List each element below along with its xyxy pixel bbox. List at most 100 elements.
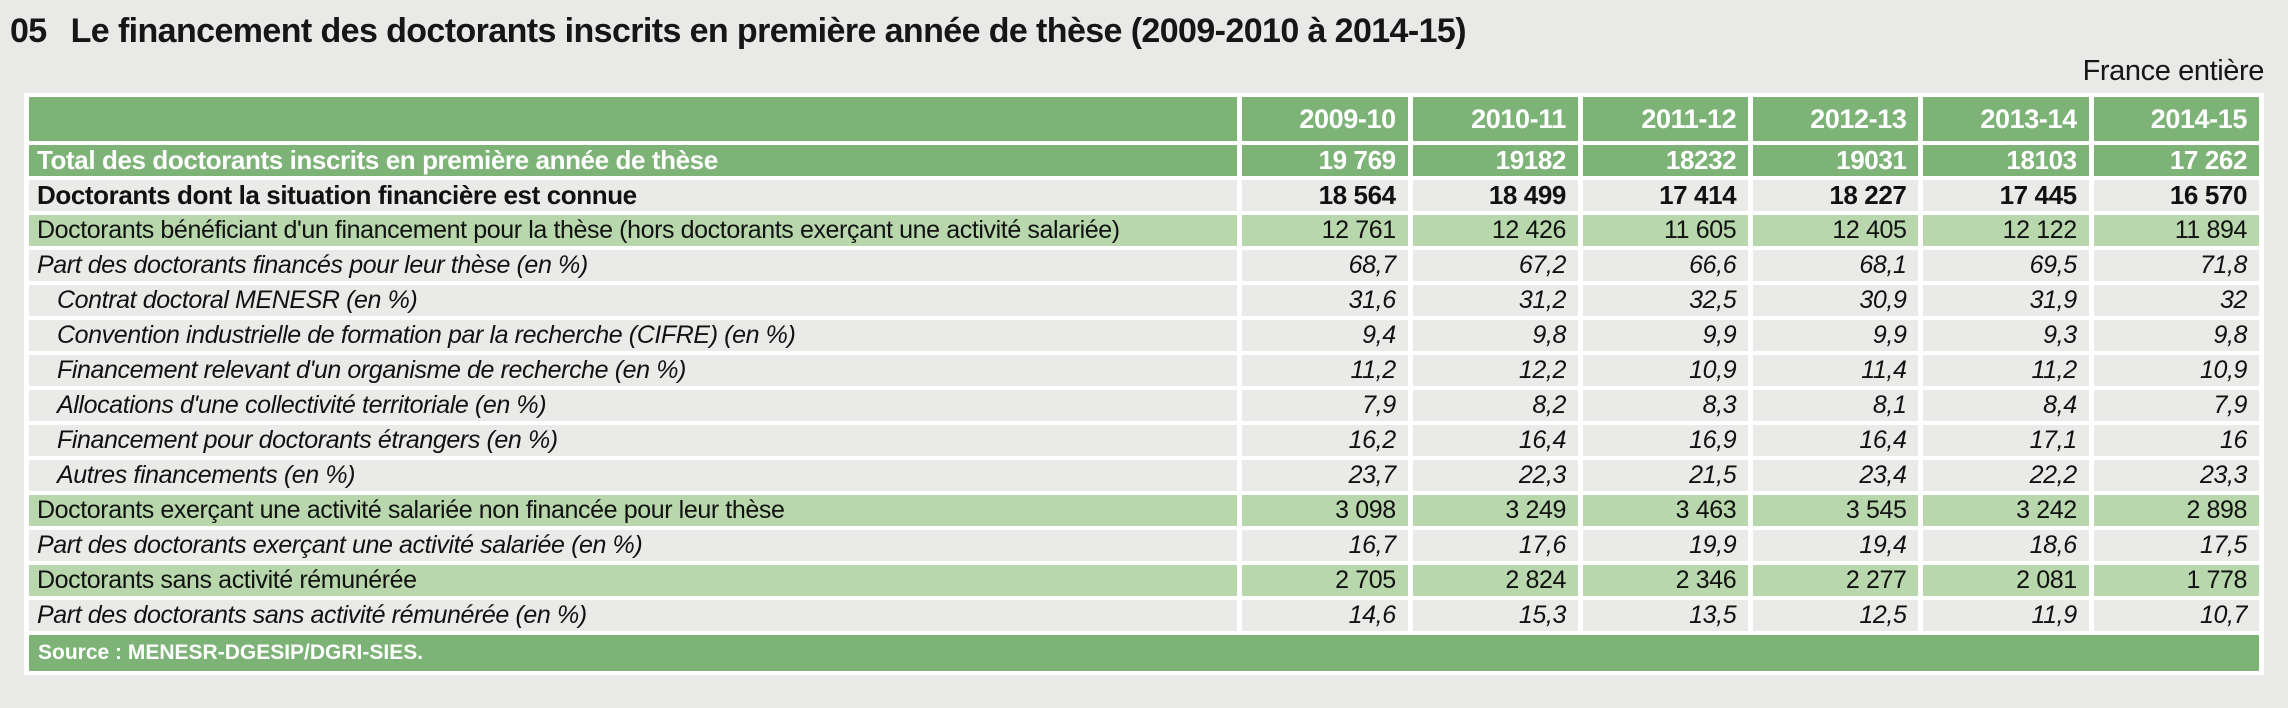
- page-title: Le financement des doctorants inscrits e…: [70, 12, 1467, 50]
- cell-value: 69,5: [1923, 250, 2089, 281]
- cell-value: 23,7: [1242, 460, 1408, 491]
- column-header: 2011-12: [1582, 97, 1749, 141]
- cell-value: 3 545: [1753, 495, 1919, 526]
- financing-table: 2009-10 2010-11 2011-12 2012-13 2013-14 2014-…: [24, 93, 2264, 675]
- table-row: Financement relevant d'un organisme de r…: [29, 355, 2259, 386]
- cell-value: 10,9: [2093, 355, 2259, 386]
- cell-value: 17 445: [1923, 180, 2089, 211]
- row-label: Allocations d'une collectivité territori…: [29, 390, 1238, 421]
- cell-value: 16,9: [1582, 425, 1749, 456]
- cell-value: 18 564: [1242, 180, 1408, 211]
- cell-value: 19 769: [1242, 145, 1408, 176]
- cell-value: 18,6: [1923, 530, 2089, 561]
- cell-value: 23,4: [1753, 460, 1919, 491]
- cell-value: 8,3: [1582, 390, 1749, 421]
- cell-value: 12 426: [1412, 215, 1578, 246]
- cell-value: 12 405: [1753, 215, 1919, 246]
- column-header: 2012-13: [1753, 97, 1919, 141]
- cell-value: 9,9: [1753, 320, 1919, 351]
- cell-value: 30,9: [1753, 285, 1919, 316]
- row-label: Total des doctorants inscrits en premièr…: [29, 145, 1238, 176]
- table-row: Part des doctorants sans activité rémuné…: [29, 600, 2259, 631]
- source-row: Source : MENESR-DGESIP/DGRI-SIES.: [29, 635, 2259, 671]
- cell-value: 16,7: [1242, 530, 1408, 561]
- table-row: Allocations d'une collectivité territori…: [29, 390, 2259, 421]
- cell-value: 31,6: [1242, 285, 1408, 316]
- cell-value: 8,1: [1753, 390, 1919, 421]
- cell-value: 16,4: [1753, 425, 1919, 456]
- cell-value: 18 499: [1412, 180, 1578, 211]
- table-header-row: 2009-10 2010-11 2011-12 2012-13 2013-14 2014-…: [29, 97, 2259, 141]
- table-row: Doctorants dont la situation financière …: [29, 180, 2259, 211]
- cell-value: 9,3: [1923, 320, 2089, 351]
- cell-value: 31,9: [1923, 285, 2089, 316]
- cell-value: 68,1: [1753, 250, 1919, 281]
- cell-value: 3 249: [1412, 495, 1578, 526]
- table-row: Autres financements (en %) 23,7 22,3 21,5 23…: [29, 460, 2259, 491]
- cell-value: 2 705: [1242, 565, 1408, 596]
- table-row: Doctorants exerçant une activité salarié…: [29, 495, 2259, 526]
- cell-value: 11,9: [1923, 600, 2089, 631]
- cell-value: 2 346: [1582, 565, 1749, 596]
- cell-value: 68,7: [1242, 250, 1408, 281]
- cell-value: 1 778: [2093, 565, 2259, 596]
- corner-cell: [29, 97, 1238, 141]
- cell-value: 32,5: [1582, 285, 1749, 316]
- cell-value: 11,2: [1923, 355, 2089, 386]
- figure-header: 05 Le financement des doctorants inscrit…: [0, 0, 2288, 51]
- cell-value: 12 122: [1923, 215, 2089, 246]
- row-label: Part des doctorants sans activité rémuné…: [29, 600, 1238, 631]
- cell-value: 67,2: [1412, 250, 1578, 281]
- cell-value: 8,2: [1412, 390, 1578, 421]
- cell-value: 10,9: [1582, 355, 1749, 386]
- table-row: Doctorants sans activité rémunérée 2 705 2…: [29, 565, 2259, 596]
- figure-number: 05: [10, 12, 47, 50]
- cell-value: 19,4: [1753, 530, 1919, 561]
- row-label: Part des doctorants exerçant une activit…: [29, 530, 1238, 561]
- row-label: Convention industrielle de formation par…: [29, 320, 1238, 351]
- cell-value: 2 898: [2093, 495, 2259, 526]
- cell-value: 15,3: [1412, 600, 1578, 631]
- table-row: Convention industrielle de formation par…: [29, 320, 2259, 351]
- cell-value: 19182: [1412, 145, 1578, 176]
- cell-value: 22,2: [1923, 460, 2089, 491]
- cell-value: 22,3: [1412, 460, 1578, 491]
- cell-value: 2 277: [1753, 565, 1919, 596]
- table-row: Contrat doctoral MENESR (en %) 31,6 31,2 32…: [29, 285, 2259, 316]
- cell-value: 16 570: [2093, 180, 2259, 211]
- cell-value: 7,9: [1242, 390, 1408, 421]
- cell-value: 12 761: [1242, 215, 1408, 246]
- cell-value: 18232: [1582, 145, 1749, 176]
- cell-value: 11,4: [1753, 355, 1919, 386]
- column-header: 2013-14: [1923, 97, 2089, 141]
- cell-value: 19031: [1753, 145, 1919, 176]
- cell-value: 32: [2093, 285, 2259, 316]
- table-row: Part des doctorants financés pour leur t…: [29, 250, 2259, 281]
- row-label: Doctorants dont la situation financière …: [29, 180, 1238, 211]
- row-label: Contrat doctoral MENESR (en %): [29, 285, 1238, 316]
- table-row: Part des doctorants exerçant une activit…: [29, 530, 2259, 561]
- cell-value: 10,7: [2093, 600, 2259, 631]
- cell-value: 66,6: [1582, 250, 1749, 281]
- column-header: 2010-11: [1412, 97, 1578, 141]
- cell-value: 13,5: [1582, 600, 1749, 631]
- cell-value: 3 463: [1582, 495, 1749, 526]
- table-row: Doctorants bénéficiant d'un financement …: [29, 215, 2259, 246]
- region-label: France entière: [2082, 55, 2265, 87]
- cell-value: 9,4: [1242, 320, 1408, 351]
- cell-value: 12,5: [1753, 600, 1919, 631]
- cell-value: 16: [2093, 425, 2259, 456]
- column-header: 2009-10: [1242, 97, 1408, 141]
- cell-value: 21,5: [1582, 460, 1749, 491]
- cell-value: 19,9: [1582, 530, 1749, 561]
- cell-value: 2 824: [1412, 565, 1578, 596]
- row-label: Doctorants sans activité rémunérée: [29, 565, 1238, 596]
- cell-value: 17 262: [2093, 145, 2259, 176]
- cell-value: 3 242: [1923, 495, 2089, 526]
- row-label: Autres financements (en %): [29, 460, 1238, 491]
- cell-value: 11 605: [1582, 215, 1749, 246]
- cell-value: 7,9: [2093, 390, 2259, 421]
- cell-value: 12,2: [1412, 355, 1578, 386]
- table-row: Financement pour doctorants étrangers (e…: [29, 425, 2259, 456]
